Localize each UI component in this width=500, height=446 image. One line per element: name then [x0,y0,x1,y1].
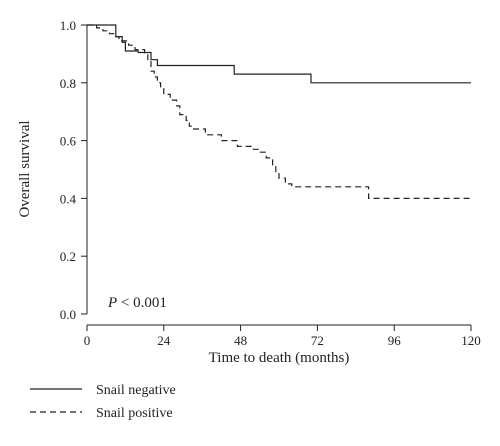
y-tick-label: 0.8 [60,76,76,91]
x-tick-label: 120 [461,333,481,348]
y-tick-label: 0.6 [60,134,77,149]
axes [86,25,471,326]
p-value-rest: < 0.001 [117,295,167,311]
x-axis-title: Time to death (months) [209,350,350,366]
y-axis-title: Overall survival [17,120,33,217]
legend: Snail negative Snail positive [30,383,176,421]
series-line-snail-positive [87,24,471,199]
series-layer [87,24,471,199]
y-tick-label: 0.0 [60,307,76,322]
x-tick-label: 96 [388,333,402,348]
series-line-snail-negative [87,24,471,84]
legend-label-snail-positive: Snail positive [96,406,173,421]
y-tick-label: 0.2 [60,249,76,264]
x-tick-label: 24 [157,333,171,348]
x-tick-label: 48 [234,333,247,348]
x-ticks: 0 24 48 72 96 120 [84,325,481,348]
x-tick-label: 0 [84,333,91,348]
y-tick-label: 0.4 [60,191,77,206]
x-tick-label: 72 [311,333,324,348]
p-value-annotation: P < 0.001 [107,295,167,311]
p-value-italic: P [107,295,117,311]
y-tick-label: 1.0 [60,18,76,33]
legend-label-snail-negative: Snail negative [96,383,176,398]
y-ticks: 0.0 0.2 0.4 0.6 0.8 1.0 [60,18,87,322]
